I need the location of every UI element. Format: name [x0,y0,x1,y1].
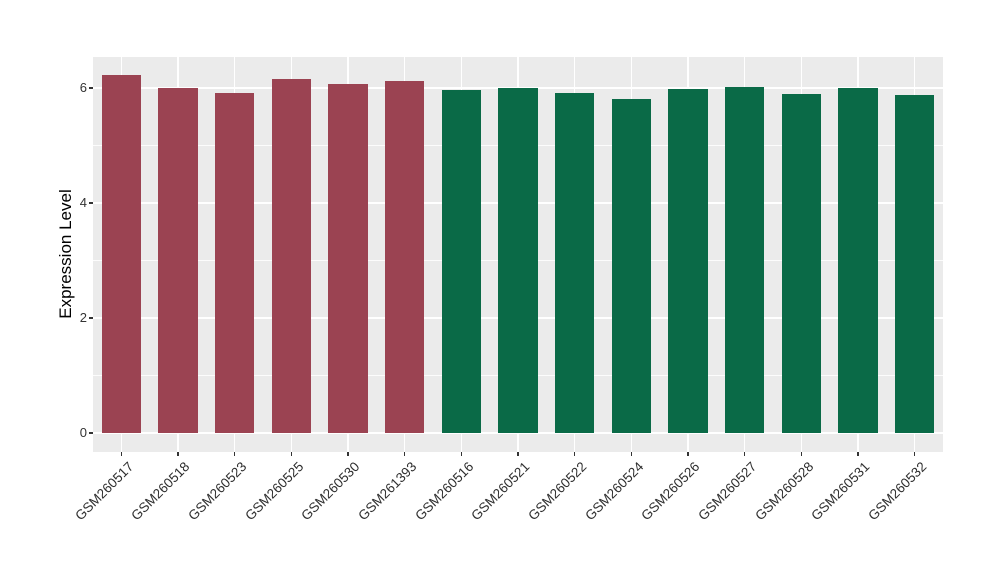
y-axis-tick-label: 2 [79,310,87,325]
bar-GSM261393 [384,81,425,433]
bar-GSM260524 [611,98,652,433]
bar-GSM260531 [838,88,878,433]
x-axis-tick-label: GSM260518 [128,459,193,524]
x-axis-tick-label: GSM260516 [411,459,476,524]
y-axis-tick-label: 0 [79,425,87,440]
y-axis-tick-label: 6 [79,80,87,95]
x-axis-tick-label: GSM261393 [355,459,420,524]
bar-GSM260532 [894,94,935,433]
x-axis-tick-label: GSM260532 [865,459,930,524]
x-axis-tick-mark [403,452,406,456]
x-axis-tick-label: GSM260523 [185,459,250,524]
x-axis-tick-label: GSM260524 [581,459,646,524]
bar-GSM260525 [271,78,312,433]
bar-GSM260521 [498,88,538,433]
x-axis-tick-mark [177,452,179,456]
bar-GSM260523 [214,92,255,433]
plot-panel [89,57,943,456]
x-axis-tick-label: GSM260525 [241,459,306,524]
bar-GSM260528 [781,93,822,433]
y-axis-tick-mark [89,87,93,89]
x-axis-tick-label: GSM260527 [695,459,760,524]
bar-GSM260522 [554,92,595,433]
x-axis-tick-mark [857,452,859,456]
x-axis-tick-mark [800,452,803,456]
x-axis-tick-mark [290,452,293,456]
bar-GSM260526 [668,89,708,433]
x-axis-tick-mark [120,452,123,456]
x-axis-tick-mark [347,452,349,456]
bar-GSM260517 [101,74,142,433]
x-axis-tick-mark [517,452,519,456]
y-axis-tick-mark [89,202,93,204]
bar-GSM260527 [724,86,765,433]
x-axis-tick-mark [233,452,236,456]
x-axis-tick-label: GSM260528 [751,459,816,524]
x-axis-tick-label: GSM260521 [468,459,533,524]
x-axis-tick-mark [743,452,746,456]
y-axis-tick-mark [89,432,93,434]
x-axis-tick-mark [687,452,689,456]
bar-GSM260530 [328,83,368,433]
x-axis-tick-label: GSM260530 [298,459,363,524]
x-axis-tick-label: GSM260522 [525,459,590,524]
x-axis-tick-label: GSM260531 [808,459,873,524]
x-axis-tick-label: GSM260517 [71,459,136,524]
x-axis-tick-mark [630,452,633,456]
x-axis-tick-mark [573,452,576,456]
x-axis-tick-mark [913,452,916,456]
x-axis-tick-mark [460,452,463,456]
y-axis-tick-label: 4 [79,195,87,210]
bar-GSM260516 [441,89,482,433]
bar-GSM260518 [158,88,198,433]
x-axis-tick-label: GSM260526 [638,459,703,524]
y-axis-tick-mark [89,317,93,319]
